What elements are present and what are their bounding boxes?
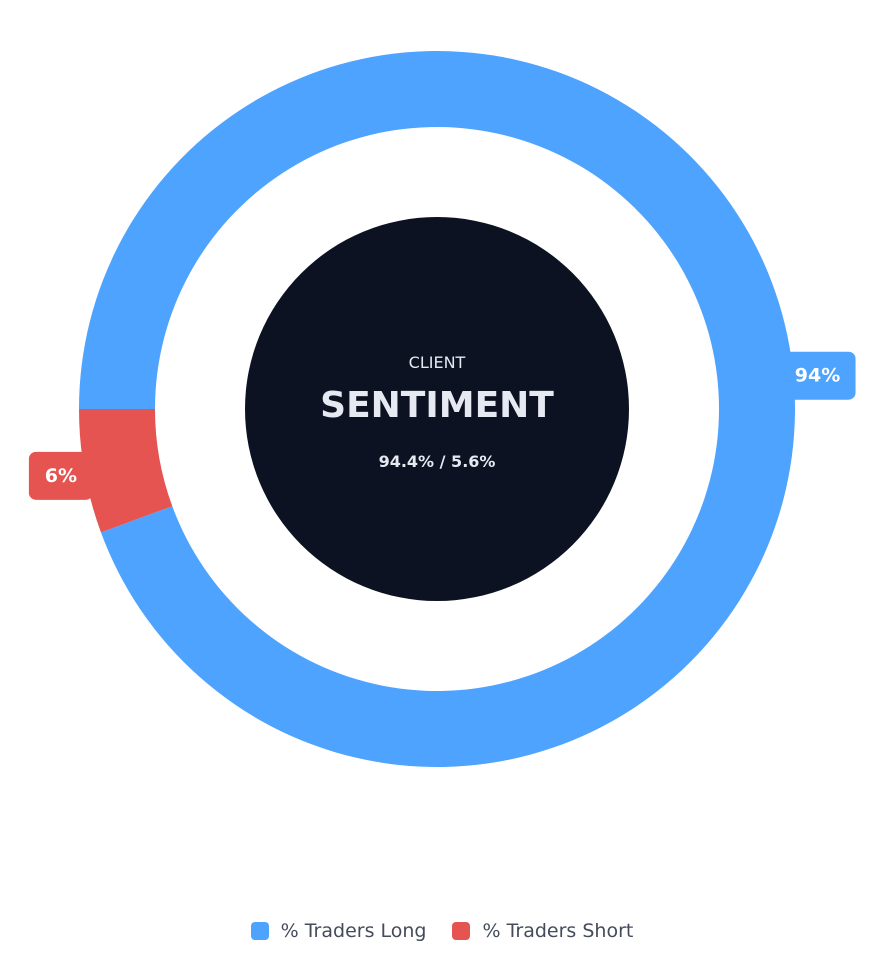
- legend: % Traders Long % Traders Short: [0, 920, 884, 942]
- slice-label-short-text: 6%: [45, 465, 77, 487]
- legend-label-long: % Traders Long: [280, 920, 427, 942]
- legend-item-long[interactable]: % Traders Long: [250, 920, 427, 942]
- legend-label-short: % Traders Short: [482, 920, 634, 942]
- donut-slices: [79, 51, 795, 768]
- slice-label-long-badge: [779, 351, 856, 400]
- legend-swatch-short: [452, 922, 471, 940]
- center-subtitle: 94.4% / 5.6%: [379, 452, 496, 471]
- slice-short[interactable]: [79, 409, 173, 533]
- center-title: SENTIMENT: [320, 385, 554, 426]
- legend-item-short[interactable]: % Traders Short: [452, 920, 633, 942]
- slice-labels: 94% 6%: [28, 351, 856, 500]
- slice-label-long: 94%: [779, 351, 856, 400]
- slice-label-long-text: 94%: [795, 365, 840, 387]
- center-circle: [245, 217, 629, 601]
- center-label: CLIENT: [409, 353, 466, 372]
- slice-label-short-badge: [28, 451, 93, 500]
- slice-label-short: 6%: [28, 451, 93, 500]
- legend-swatch-long: [250, 922, 269, 940]
